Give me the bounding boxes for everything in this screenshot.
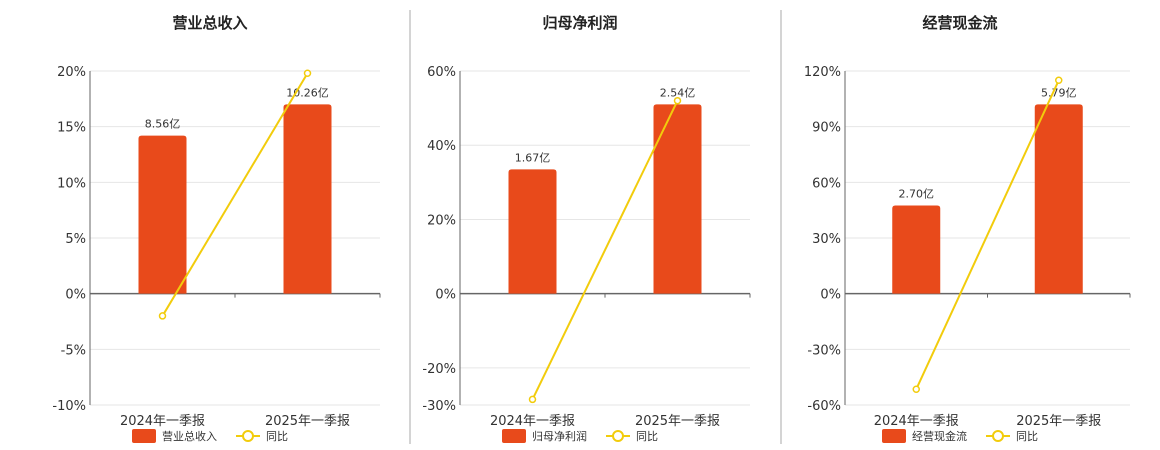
bar-value-label: 2.54亿 xyxy=(660,86,696,99)
bar-value-label: 1.67亿 xyxy=(515,151,551,164)
growth-point xyxy=(1055,76,1063,85)
y-tick-label: 90% xyxy=(812,121,841,136)
legend-swatch-marker xyxy=(612,430,624,442)
legend-swatch-marker xyxy=(242,430,254,442)
bar-value-label: 8.56亿 xyxy=(145,118,181,131)
x-category-label: 2024年一季报 xyxy=(120,414,205,429)
legend-label: 同比 xyxy=(1016,430,1038,443)
x-category-label: 2025年一季报 xyxy=(635,414,720,429)
chart-panel-2: 归母净利润 60% 40% 20% 0% -20% -30% 1.67亿 2.54亿 2024年一… xyxy=(422,14,751,443)
growth-point xyxy=(912,385,920,393)
growth-line xyxy=(161,72,309,317)
legend-label: 同比 xyxy=(636,430,658,443)
growth-point xyxy=(303,69,312,77)
y-tick-label: 60% xyxy=(427,65,456,80)
y-tick-label: 20% xyxy=(427,213,456,228)
x-category-label: 2025年一季报 xyxy=(265,414,350,429)
legend-swatch-bar xyxy=(882,429,906,443)
legend-label: 归母净利润 xyxy=(532,429,587,443)
y-tick-label: 0% xyxy=(435,288,456,303)
x-category-label: 2024年一季报 xyxy=(874,414,959,429)
growth-point xyxy=(673,96,682,105)
growth-line xyxy=(531,100,679,400)
legend-swatch-marker xyxy=(992,430,1004,442)
bar-value-label: 5.79亿 xyxy=(1041,86,1077,99)
chart-panel-1: 营业总收入20%15%10%5%0%-5%-10%8.56亿10.26亿2024… xyxy=(52,14,381,443)
growth-point xyxy=(528,395,537,404)
y-tick-label: 40% xyxy=(427,139,456,154)
chart-title: 归母净利润 xyxy=(542,14,617,32)
y-tick-label: -20% xyxy=(422,362,456,377)
growth-point xyxy=(158,312,167,320)
y-tick-label: -30% xyxy=(422,399,456,414)
y-tick-label: 120% xyxy=(804,65,841,80)
y-tick-label: -60% xyxy=(807,399,841,414)
legend-label: 营业总收入 xyxy=(162,429,217,443)
legend-label: 同比 xyxy=(266,430,288,443)
x-category-label: 2025年一季报 xyxy=(1016,414,1101,429)
bar xyxy=(1034,104,1083,294)
bar-value-label: 2.70亿 xyxy=(899,188,935,201)
y-tick-label: 30% xyxy=(812,232,841,247)
y-tick-label: -10% xyxy=(52,399,86,414)
bar xyxy=(508,169,557,294)
y-tick-label: 15% xyxy=(57,121,86,136)
y-tick-label: -30% xyxy=(807,343,841,358)
x-category-label: 2024年一季报 xyxy=(490,414,575,429)
y-tick-label: 20% xyxy=(57,65,86,80)
growth-line xyxy=(915,79,1060,390)
bar xyxy=(138,135,187,294)
legend-label: 经营现金流 xyxy=(912,429,967,443)
chart-title: 营业总收入 xyxy=(172,14,247,32)
bar xyxy=(653,104,702,294)
legend-swatch-bar xyxy=(132,429,156,443)
y-tick-label: 0% xyxy=(65,288,86,303)
y-tick-label: 0% xyxy=(820,288,841,303)
y-tick-label: -5% xyxy=(61,343,86,358)
bar xyxy=(892,205,941,294)
chart-panel-3: 经营现金流 120% 90% 60% 30% 0% -30% -60% 2.70亿 5.79亿 20… xyxy=(804,14,1131,443)
y-tick-label: 10% xyxy=(57,176,86,191)
bar xyxy=(283,104,332,294)
y-tick-label: 60% xyxy=(812,176,841,191)
legend-swatch-bar xyxy=(502,429,526,443)
y-tick-label: 5% xyxy=(65,232,86,247)
chart-title: 经营现金流 xyxy=(922,14,997,32)
